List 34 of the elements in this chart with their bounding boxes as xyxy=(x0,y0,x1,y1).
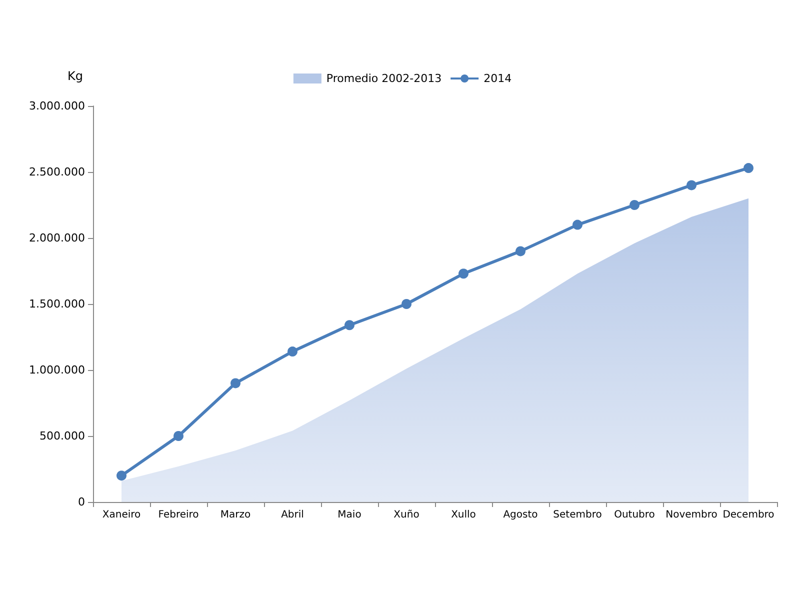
x-tick-label: Xullo xyxy=(451,510,476,520)
point xyxy=(174,431,184,441)
point xyxy=(516,246,526,256)
y-tick-label: 2.500.000 xyxy=(29,166,85,178)
point xyxy=(116,470,126,481)
point xyxy=(458,268,468,279)
point xyxy=(744,163,754,174)
point xyxy=(686,180,696,190)
x-tick-label: Maio xyxy=(338,510,362,520)
y-tick-label: 0 xyxy=(78,496,85,508)
x-tick-label: Febreiro xyxy=(158,510,199,520)
x-tick-label: Setembro xyxy=(553,510,602,520)
point xyxy=(630,200,640,210)
x-tick-label: Marzo xyxy=(220,510,251,520)
point xyxy=(402,299,412,309)
x-tick-label: Agosto xyxy=(503,510,538,520)
point xyxy=(288,346,298,357)
y-tick-label: 2.000.000 xyxy=(29,232,85,244)
y-axis-title: Kg xyxy=(68,69,83,83)
legend-label: Promedio 2002-2013 xyxy=(326,72,442,85)
point xyxy=(572,220,582,230)
x-tick-label: Novembro xyxy=(666,510,718,520)
y-tick-label: 3.000.000 xyxy=(29,100,85,112)
x-tick-label: Decembro xyxy=(722,510,774,520)
point xyxy=(344,320,354,330)
x-tick-label: Xuño xyxy=(394,510,420,520)
x-tick-label: Xaneiro xyxy=(102,510,141,520)
x-tick-label: Outubro xyxy=(614,510,655,520)
y-tick-label: 500.000 xyxy=(40,430,85,442)
legend-label: 2014 xyxy=(484,72,512,85)
y-tick-label: 1.000.000 xyxy=(29,364,85,376)
point xyxy=(230,378,240,388)
y-tick-label: 1.500.000 xyxy=(29,298,85,310)
x-tick-label: Abril xyxy=(281,510,304,520)
